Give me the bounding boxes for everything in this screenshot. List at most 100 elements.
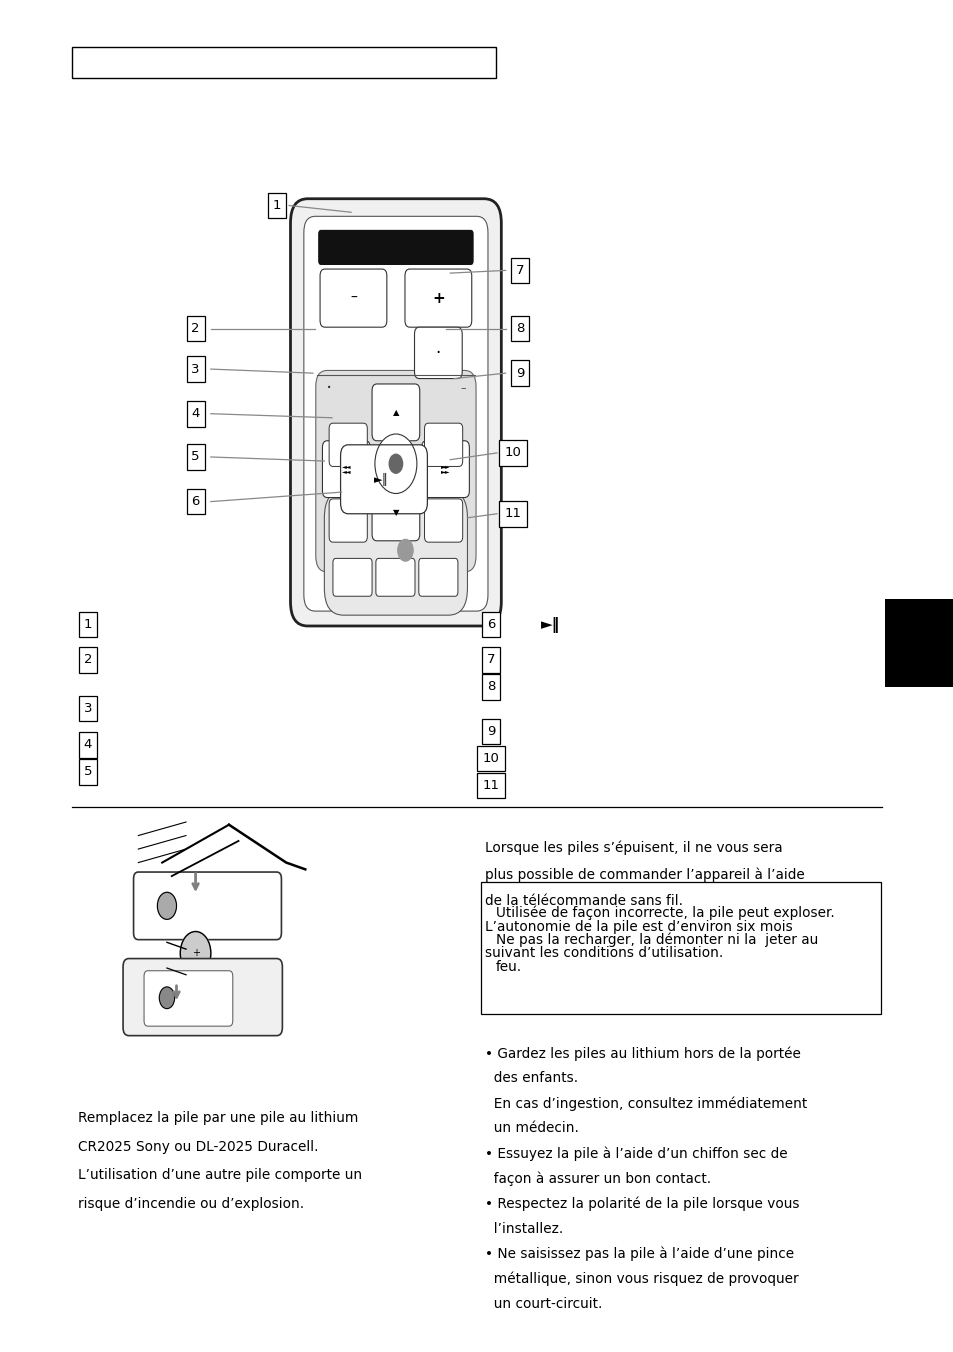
Text: ▲: ▲ [393, 408, 398, 416]
Bar [186, 315, 204, 341]
Circle shape [159, 987, 174, 1009]
FancyBboxPatch shape [372, 484, 419, 541]
FancyBboxPatch shape [324, 491, 467, 615]
Text: 3: 3 [84, 702, 91, 715]
Bar [476, 746, 505, 771]
FancyBboxPatch shape [144, 971, 233, 1026]
Text: Utilisée de façon incorrecte, la pile peut exploser.: Utilisée de façon incorrecte, la pile pe… [496, 906, 834, 921]
Text: Ne pas la recharger, la démonter ni la  jeter au: Ne pas la recharger, la démonter ni la j… [496, 933, 818, 948]
FancyBboxPatch shape [424, 423, 462, 466]
FancyBboxPatch shape [329, 499, 367, 542]
Bar [186, 488, 204, 514]
Text: 4: 4 [192, 407, 199, 420]
Text: L’autonomie de la pile est d’environ six mois: L’autonomie de la pile est d’environ six… [484, 921, 792, 934]
Circle shape [157, 892, 176, 919]
FancyBboxPatch shape [340, 445, 427, 514]
Text: métallique, sinon vous risquez de provoquer: métallique, sinon vous risquez de provoq… [484, 1271, 798, 1286]
Text: +: + [192, 948, 199, 959]
Text: • Respectez la polarité de la pile lorsque vous: • Respectez la polarité de la pile lorsq… [484, 1197, 799, 1211]
Bar [511, 360, 529, 387]
Text: En cas d’ingestion, consultez immédiatement: En cas d’ingestion, consultez immédiatem… [484, 1096, 806, 1111]
Bar [186, 402, 204, 427]
Bar [78, 760, 97, 784]
Circle shape [180, 932, 211, 975]
Text: 3: 3 [192, 362, 199, 376]
Bar [511, 257, 529, 283]
Text: ◄◄
◄◄: ◄◄ ◄◄ [341, 464, 351, 475]
Text: Remplacez la pile par une pile au lithium: Remplacez la pile par une pile au lithiu… [78, 1111, 358, 1125]
Text: 7: 7 [516, 264, 523, 277]
Text: 2: 2 [192, 322, 199, 335]
Text: 4: 4 [84, 738, 91, 752]
Text: +: + [432, 291, 444, 306]
Bar [482, 646, 500, 672]
Text: 5: 5 [192, 450, 199, 464]
FancyBboxPatch shape [372, 384, 419, 441]
Circle shape [397, 539, 413, 561]
Bar [482, 673, 500, 700]
Text: 11: 11 [504, 507, 521, 521]
Text: un médecin.: un médecin. [484, 1121, 578, 1136]
Bar [476, 773, 505, 798]
Text: 8: 8 [487, 680, 495, 694]
Text: CR2025 Sony ou DL-2025 Duracell.: CR2025 Sony ou DL-2025 Duracell. [78, 1140, 318, 1153]
Text: suivant les conditions d’utilisation.: suivant les conditions d’utilisation. [484, 946, 722, 960]
FancyBboxPatch shape [418, 558, 457, 596]
FancyBboxPatch shape [133, 872, 281, 940]
Text: 9: 9 [516, 366, 523, 380]
Bar [480, 882, 881, 1014]
Text: de la télécommande sans fil.: de la télécommande sans fil. [484, 894, 682, 907]
FancyBboxPatch shape [421, 441, 469, 498]
Text: 1: 1 [273, 199, 280, 212]
Text: • Gardez les piles au lithium hors de la portée: • Gardez les piles au lithium hors de la… [484, 1046, 800, 1061]
Text: feu.: feu. [496, 960, 521, 973]
Circle shape [375, 434, 416, 493]
Text: 10: 10 [504, 446, 521, 460]
Text: façon à assurer un bon contact.: façon à assurer un bon contact. [484, 1171, 710, 1186]
Text: un court-circuit.: un court-circuit. [484, 1297, 601, 1310]
Bar [498, 439, 527, 465]
Text: ►►
►►: ►► ►► [440, 464, 450, 475]
Bar [78, 646, 97, 672]
Bar [186, 443, 204, 469]
Text: 2: 2 [84, 653, 91, 667]
Text: 7: 7 [487, 653, 495, 667]
FancyBboxPatch shape [322, 441, 370, 498]
FancyBboxPatch shape [424, 499, 462, 542]
Text: –: – [460, 383, 465, 393]
FancyBboxPatch shape [303, 216, 487, 611]
FancyBboxPatch shape [320, 269, 387, 327]
Text: risque d’incendie ou d’explosion.: risque d’incendie ou d’explosion. [78, 1197, 304, 1210]
Text: des enfants.: des enfants. [484, 1071, 578, 1086]
Bar [78, 733, 97, 757]
FancyBboxPatch shape [414, 327, 461, 379]
Text: Lorsque les piles s’épuisent, il ne vous sera: Lorsque les piles s’épuisent, il ne vous… [484, 841, 781, 856]
FancyBboxPatch shape [123, 959, 282, 1036]
Bar [78, 696, 97, 722]
FancyBboxPatch shape [375, 558, 415, 596]
Text: 11: 11 [482, 779, 499, 792]
Bar [884, 599, 953, 687]
Text: ▼: ▼ [393, 508, 398, 516]
Bar [267, 192, 286, 218]
Text: ·: · [325, 379, 332, 397]
Text: plus possible de commander l’appareil à l’aide: plus possible de commander l’appareil à … [484, 868, 803, 882]
Circle shape [389, 454, 402, 473]
FancyBboxPatch shape [315, 370, 476, 572]
Bar [498, 500, 527, 526]
FancyBboxPatch shape [405, 269, 471, 327]
Text: • Ne saisissez pas la pile à l’aide d’une pince: • Ne saisissez pas la pile à l’aide d’un… [484, 1247, 793, 1261]
Bar [186, 356, 204, 381]
FancyBboxPatch shape [290, 199, 500, 626]
Bar [482, 611, 500, 637]
Text: L’utilisation d’une autre pile comporte un: L’utilisation d’une autre pile comporte … [78, 1168, 362, 1182]
Text: 5: 5 [84, 765, 91, 779]
Bar [482, 719, 500, 744]
FancyBboxPatch shape [318, 230, 474, 265]
Text: l’installez.: l’installez. [484, 1222, 562, 1236]
Text: ►‖: ►‖ [540, 617, 559, 633]
Text: 8: 8 [516, 322, 523, 335]
Bar [511, 315, 529, 341]
Text: –: – [350, 291, 356, 306]
Text: ►║: ►║ [374, 473, 389, 487]
